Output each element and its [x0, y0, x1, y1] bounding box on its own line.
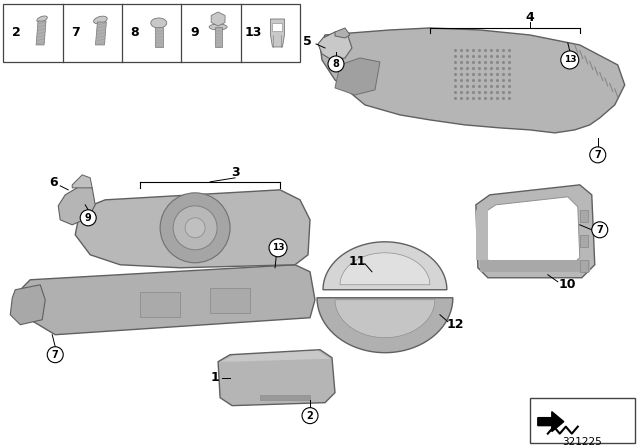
Text: 1: 1	[211, 371, 220, 384]
Polygon shape	[484, 197, 580, 268]
Bar	[480, 260, 590, 272]
Ellipse shape	[93, 16, 108, 24]
Bar	[476, 210, 488, 260]
Polygon shape	[220, 351, 330, 362]
Polygon shape	[218, 350, 335, 405]
Text: 11: 11	[348, 255, 365, 268]
Polygon shape	[72, 175, 92, 188]
Text: 10: 10	[559, 278, 577, 291]
Polygon shape	[95, 22, 106, 45]
Circle shape	[328, 56, 344, 72]
Text: 12: 12	[446, 318, 463, 331]
Text: 7: 7	[71, 26, 80, 39]
Bar	[273, 23, 282, 31]
Polygon shape	[211, 12, 225, 26]
Text: 7: 7	[596, 225, 603, 235]
Text: 5: 5	[303, 35, 312, 48]
Polygon shape	[76, 190, 310, 268]
Circle shape	[185, 218, 205, 238]
Text: 13: 13	[272, 243, 284, 252]
Circle shape	[561, 51, 579, 69]
Bar	[580, 210, 588, 222]
Text: 6: 6	[49, 177, 58, 190]
Text: 3: 3	[231, 166, 239, 179]
Polygon shape	[155, 27, 163, 47]
Text: 13: 13	[564, 56, 576, 65]
Bar	[3, 4, 300, 62]
Polygon shape	[335, 300, 435, 338]
Text: 7: 7	[52, 350, 59, 360]
Polygon shape	[538, 412, 564, 431]
Text: 4: 4	[525, 12, 534, 25]
Bar	[580, 260, 588, 272]
Bar	[210, 288, 250, 313]
Circle shape	[173, 206, 217, 250]
Polygon shape	[318, 32, 352, 60]
Circle shape	[590, 147, 605, 163]
Text: 9: 9	[190, 26, 198, 39]
Text: 2: 2	[307, 411, 314, 421]
Polygon shape	[317, 298, 453, 353]
Ellipse shape	[37, 16, 47, 22]
Polygon shape	[271, 19, 284, 47]
Polygon shape	[335, 58, 380, 95]
Text: 9: 9	[85, 213, 92, 223]
Text: 13: 13	[245, 26, 262, 39]
Circle shape	[269, 239, 287, 257]
Text: 321225: 321225	[562, 437, 602, 447]
Bar	[580, 235, 588, 247]
Polygon shape	[476, 185, 595, 278]
Bar	[260, 395, 310, 400]
Circle shape	[80, 210, 96, 226]
Polygon shape	[323, 242, 447, 290]
Bar	[140, 292, 180, 317]
Text: 2: 2	[12, 26, 20, 39]
Polygon shape	[320, 28, 625, 133]
Polygon shape	[340, 253, 430, 285]
Polygon shape	[36, 21, 46, 45]
Polygon shape	[58, 185, 95, 225]
Ellipse shape	[209, 24, 227, 30]
Circle shape	[160, 193, 230, 263]
Circle shape	[592, 222, 608, 238]
Circle shape	[302, 408, 318, 424]
Text: 8: 8	[333, 59, 339, 69]
Polygon shape	[20, 265, 315, 335]
Text: 8: 8	[131, 26, 140, 39]
Polygon shape	[214, 27, 221, 47]
Polygon shape	[10, 285, 45, 325]
Polygon shape	[335, 28, 350, 38]
Ellipse shape	[151, 18, 167, 28]
Circle shape	[47, 347, 63, 363]
Bar	[530, 398, 635, 443]
Text: 7: 7	[595, 150, 601, 160]
